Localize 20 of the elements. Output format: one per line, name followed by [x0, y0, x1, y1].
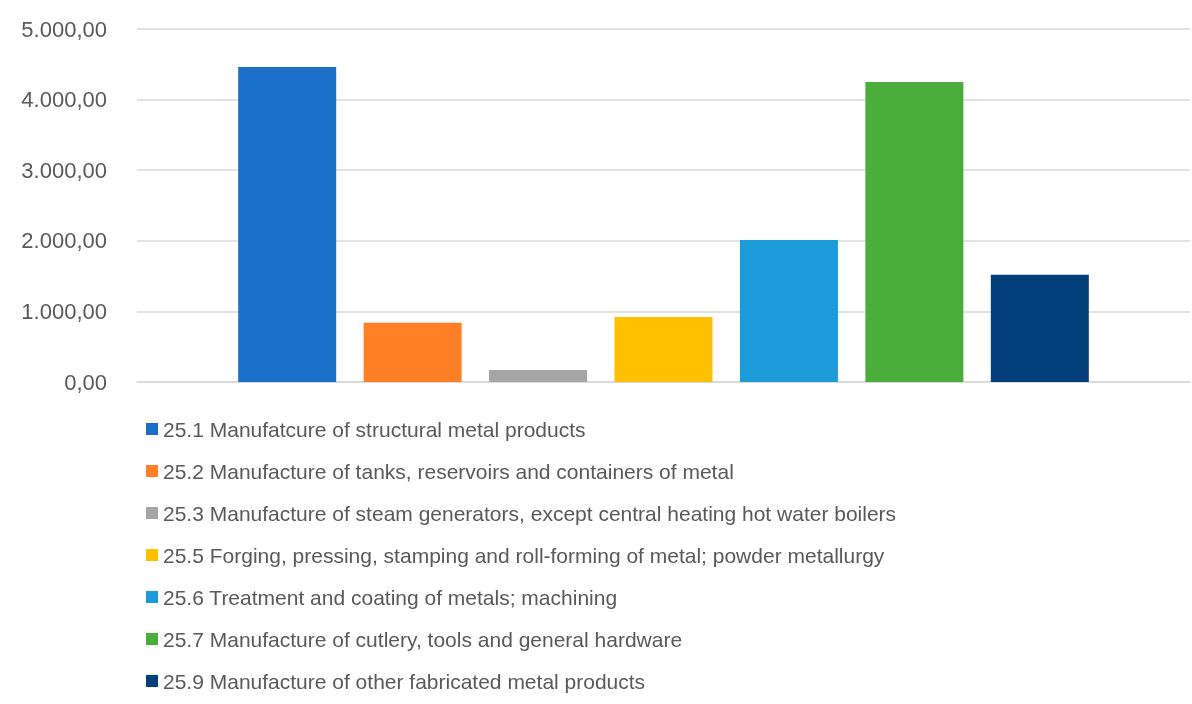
y-tick-label: 5.000,00	[21, 16, 107, 42]
bar	[363, 322, 462, 382]
legend-label: 25.6 Treatment and coating of metals; machining	[163, 585, 618, 609]
bar	[990, 274, 1089, 382]
bar	[489, 370, 588, 382]
bar	[739, 240, 838, 382]
y-tick-label: 3.000,00	[21, 157, 107, 183]
y-tick-label: 4.000,00	[21, 87, 107, 113]
bar	[614, 317, 713, 382]
y-tick-label: 2.000,00	[21, 228, 107, 254]
y-tick-label: 1.000,00	[21, 298, 107, 324]
legend-label: 25.2 Manufacture of tanks, reservoirs and containers of metal	[163, 459, 734, 483]
legend-label: 25.1 Manufatcure of structural metal products	[163, 417, 586, 441]
bar	[865, 81, 964, 382]
bar	[238, 67, 337, 382]
legend-label: 25.5 Forging, pressing, stamping and roll-forming of metal; powder metallurgy	[163, 543, 885, 567]
legend-label: 25.9 Manufacture of other fabricated metal products	[163, 669, 646, 693]
legend-label: 25.3 Manufacture of steam generators, except central heating hot water boilers	[163, 501, 897, 525]
y-tick-label: 0,00	[64, 369, 107, 395]
legend-label: 25.7 Manufacture of cutlery, tools and general hardware	[163, 627, 683, 651]
